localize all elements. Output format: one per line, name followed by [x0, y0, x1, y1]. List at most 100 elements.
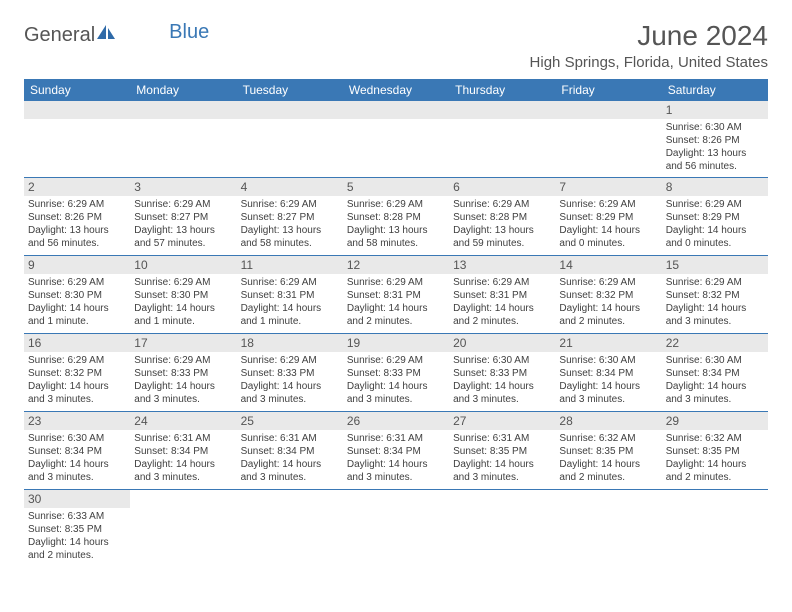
day-cell: 24Sunrise: 6:31 AMSunset: 8:34 PMDayligh…	[130, 412, 236, 490]
sunset-text: Sunset: 8:33 PM	[453, 367, 551, 380]
month-title: June 2024	[530, 20, 768, 52]
day-number: 25	[237, 412, 343, 430]
day-details: Sunrise: 6:30 AMSunset: 8:34 PMDaylight:…	[662, 352, 768, 410]
day-details: Sunrise: 6:29 AMSunset: 8:32 PMDaylight:…	[24, 352, 130, 410]
day-details: Sunrise: 6:29 AMSunset: 8:27 PMDaylight:…	[130, 196, 236, 254]
day-cell: 23Sunrise: 6:30 AMSunset: 8:34 PMDayligh…	[24, 412, 130, 490]
sunset-text: Sunset: 8:35 PM	[453, 445, 551, 458]
sunrise-text: Sunrise: 6:29 AM	[28, 276, 126, 289]
day-details: Sunrise: 6:29 AMSunset: 8:28 PMDaylight:…	[449, 196, 555, 254]
day-details: Sunrise: 6:32 AMSunset: 8:35 PMDaylight:…	[555, 430, 661, 488]
day-number: 11	[237, 256, 343, 274]
day-number: 28	[555, 412, 661, 430]
weekday-header: Friday	[555, 79, 661, 101]
day-cell: 18Sunrise: 6:29 AMSunset: 8:33 PMDayligh…	[237, 334, 343, 412]
sunset-text: Sunset: 8:27 PM	[134, 211, 232, 224]
day-number-empty	[24, 101, 130, 119]
day-cell: 21Sunrise: 6:30 AMSunset: 8:34 PMDayligh…	[555, 334, 661, 412]
day-cell	[555, 101, 661, 178]
sunset-text: Sunset: 8:31 PM	[241, 289, 339, 302]
day-details: Sunrise: 6:30 AMSunset: 8:34 PMDaylight:…	[555, 352, 661, 410]
page-header: General Blue June 2024 High Springs, Flo…	[24, 20, 768, 71]
week-row: 23Sunrise: 6:30 AMSunset: 8:34 PMDayligh…	[24, 412, 768, 490]
day-number-empty	[237, 101, 343, 119]
day-details: Sunrise: 6:32 AMSunset: 8:35 PMDaylight:…	[662, 430, 768, 488]
day-number: 7	[555, 178, 661, 196]
day-cell	[130, 490, 236, 568]
day-number: 9	[24, 256, 130, 274]
day-cell: 12Sunrise: 6:29 AMSunset: 8:31 PMDayligh…	[343, 256, 449, 334]
day-cell	[343, 101, 449, 178]
day-details: Sunrise: 6:29 AMSunset: 8:33 PMDaylight:…	[237, 352, 343, 410]
sunrise-text: Sunrise: 6:29 AM	[134, 354, 232, 367]
sunset-text: Sunset: 8:32 PM	[666, 289, 764, 302]
daylight-text: Daylight: 14 hours and 2 minutes.	[28, 536, 126, 562]
day-cell: 16Sunrise: 6:29 AMSunset: 8:32 PMDayligh…	[24, 334, 130, 412]
day-cell: 15Sunrise: 6:29 AMSunset: 8:32 PMDayligh…	[662, 256, 768, 334]
day-details: Sunrise: 6:29 AMSunset: 8:33 PMDaylight:…	[130, 352, 236, 410]
day-number: 27	[449, 412, 555, 430]
daylight-text: Daylight: 14 hours and 2 minutes.	[347, 302, 445, 328]
sunrise-text: Sunrise: 6:32 AM	[559, 432, 657, 445]
day-number: 1	[662, 101, 768, 119]
day-number-empty	[343, 101, 449, 119]
calendar-table: Sunday Monday Tuesday Wednesday Thursday…	[24, 79, 768, 568]
day-number: 4	[237, 178, 343, 196]
day-details: Sunrise: 6:31 AMSunset: 8:34 PMDaylight:…	[130, 430, 236, 488]
sunrise-text: Sunrise: 6:29 AM	[666, 276, 764, 289]
daylight-text: Daylight: 14 hours and 3 minutes.	[453, 458, 551, 484]
day-details: Sunrise: 6:31 AMSunset: 8:34 PMDaylight:…	[237, 430, 343, 488]
day-number: 3	[130, 178, 236, 196]
sunrise-text: Sunrise: 6:31 AM	[134, 432, 232, 445]
day-cell: 4Sunrise: 6:29 AMSunset: 8:27 PMDaylight…	[237, 178, 343, 256]
day-details: Sunrise: 6:29 AMSunset: 8:32 PMDaylight:…	[662, 274, 768, 332]
day-cell: 25Sunrise: 6:31 AMSunset: 8:34 PMDayligh…	[237, 412, 343, 490]
sunrise-text: Sunrise: 6:29 AM	[453, 276, 551, 289]
day-number-empty	[449, 101, 555, 119]
sunrise-text: Sunrise: 6:29 AM	[241, 354, 339, 367]
daylight-text: Daylight: 13 hours and 58 minutes.	[241, 224, 339, 250]
sunset-text: Sunset: 8:28 PM	[347, 211, 445, 224]
daylight-text: Daylight: 14 hours and 3 minutes.	[28, 380, 126, 406]
sunset-text: Sunset: 8:35 PM	[666, 445, 764, 458]
day-details: Sunrise: 6:30 AMSunset: 8:33 PMDaylight:…	[449, 352, 555, 410]
daylight-text: Daylight: 14 hours and 3 minutes.	[666, 302, 764, 328]
sunrise-text: Sunrise: 6:29 AM	[28, 198, 126, 211]
sunrise-text: Sunrise: 6:29 AM	[347, 198, 445, 211]
sunset-text: Sunset: 8:33 PM	[134, 367, 232, 380]
sunrise-text: Sunrise: 6:31 AM	[347, 432, 445, 445]
daylight-text: Daylight: 14 hours and 3 minutes.	[241, 458, 339, 484]
day-details: Sunrise: 6:30 AMSunset: 8:26 PMDaylight:…	[662, 119, 768, 177]
day-number: 6	[449, 178, 555, 196]
daylight-text: Daylight: 13 hours and 59 minutes.	[453, 224, 551, 250]
sunset-text: Sunset: 8:34 PM	[666, 367, 764, 380]
day-number: 13	[449, 256, 555, 274]
daylight-text: Daylight: 14 hours and 2 minutes.	[453, 302, 551, 328]
sunrise-text: Sunrise: 6:32 AM	[666, 432, 764, 445]
daylight-text: Daylight: 14 hours and 0 minutes.	[559, 224, 657, 250]
daylight-text: Daylight: 14 hours and 3 minutes.	[241, 380, 339, 406]
sunset-text: Sunset: 8:26 PM	[666, 134, 764, 147]
daylight-text: Daylight: 13 hours and 56 minutes.	[666, 147, 764, 173]
daylight-text: Daylight: 14 hours and 3 minutes.	[134, 458, 232, 484]
day-cell: 1Sunrise: 6:30 AMSunset: 8:26 PMDaylight…	[662, 101, 768, 178]
day-number: 5	[343, 178, 449, 196]
sunrise-text: Sunrise: 6:29 AM	[134, 198, 232, 211]
day-number: 17	[130, 334, 236, 352]
day-number: 26	[343, 412, 449, 430]
weekday-header: Monday	[130, 79, 236, 101]
sunset-text: Sunset: 8:29 PM	[666, 211, 764, 224]
sunrise-text: Sunrise: 6:30 AM	[559, 354, 657, 367]
day-cell: 13Sunrise: 6:29 AMSunset: 8:31 PMDayligh…	[449, 256, 555, 334]
day-details: Sunrise: 6:29 AMSunset: 8:30 PMDaylight:…	[24, 274, 130, 332]
day-number: 10	[130, 256, 236, 274]
day-details: Sunrise: 6:31 AMSunset: 8:34 PMDaylight:…	[343, 430, 449, 488]
week-row: 1Sunrise: 6:30 AMSunset: 8:26 PMDaylight…	[24, 101, 768, 178]
day-number: 18	[237, 334, 343, 352]
sunrise-text: Sunrise: 6:31 AM	[241, 432, 339, 445]
day-number: 24	[130, 412, 236, 430]
sunrise-text: Sunrise: 6:29 AM	[453, 198, 551, 211]
title-block: June 2024 High Springs, Florida, United …	[530, 20, 768, 71]
day-cell: 20Sunrise: 6:30 AMSunset: 8:33 PMDayligh…	[449, 334, 555, 412]
day-details: Sunrise: 6:29 AMSunset: 8:33 PMDaylight:…	[343, 352, 449, 410]
